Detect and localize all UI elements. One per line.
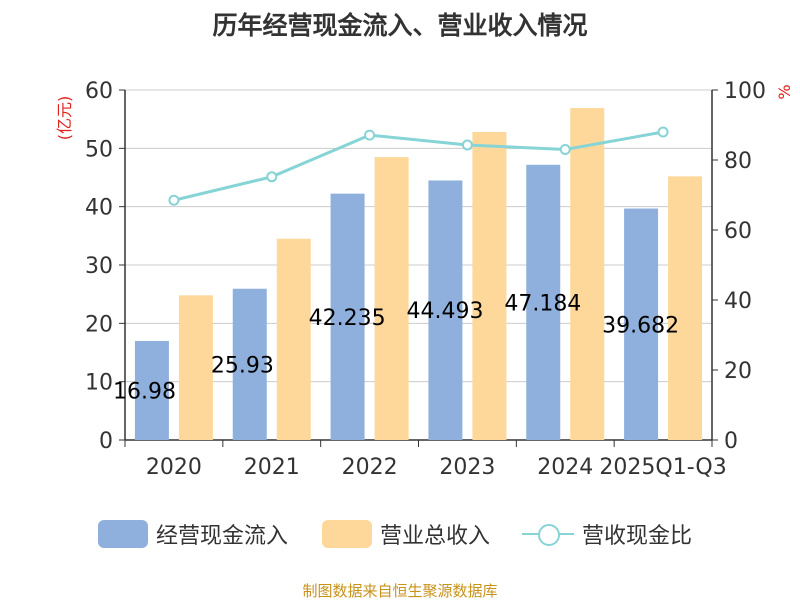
chart-title: 历年经营现金流入、营业收入情况 [212, 11, 588, 40]
legend-item-ratio[interactable]: 营收现金比 [522, 514, 692, 554]
y-left-tick-label: 0 [99, 429, 113, 454]
x-tick-label: 2020 [146, 455, 202, 480]
point-ratio [266, 171, 278, 183]
data-label-cash-inflow: 39.682 [602, 313, 679, 338]
y-right-tick-label: 80 [724, 149, 752, 174]
y-left-tick-label: 20 [85, 312, 113, 337]
x-tick-label: 2024 [537, 455, 593, 480]
y-left-tick-label: 10 [85, 371, 113, 396]
point-ratio [559, 144, 571, 155]
data-label-cash-inflow: 25.93 [211, 353, 274, 378]
y-right-tick-label: 40 [724, 289, 752, 314]
bar-revenue [570, 108, 605, 440]
bar-cash-inflow [232, 288, 267, 440]
x-tick-label: 2022 [342, 455, 398, 480]
data-label-cash-inflow: 42.235 [309, 306, 386, 331]
y-right-tick-label: 20 [724, 359, 752, 384]
y-left-tick-label: 60 [85, 79, 113, 104]
bar-cash-inflow [526, 164, 561, 441]
bar-revenue [276, 238, 311, 440]
line-ratio [173, 130, 664, 202]
y-right-axis-label: % [775, 84, 794, 99]
data-source-note: 制图数据来自恒生聚源数据库 [302, 582, 498, 600]
data-label-cash-inflow: 47.184 [504, 291, 581, 316]
legend-swatch-cash-inflow [98, 520, 148, 548]
bar-cash-inflow [134, 340, 169, 440]
bar-cash-inflow [428, 180, 463, 440]
legend-swatch-revenue [322, 520, 372, 548]
point-ratio [168, 194, 180, 206]
y-right-tick-label: 60 [724, 219, 752, 244]
x-tick-label: 2021 [244, 455, 300, 480]
point-ratio [364, 129, 376, 141]
y-left-axis-label: (亿元) [55, 96, 74, 141]
x-tick-label: 2025Q1-Q3 [599, 455, 726, 480]
legend-label-ratio: 营收现金比 [582, 524, 693, 549]
point-ratio [657, 126, 669, 138]
legend-swatch-ratio [522, 520, 574, 548]
bar-cash-inflow [330, 193, 365, 440]
x-tick-label: 2023 [439, 455, 495, 480]
point-ratio [461, 139, 473, 151]
legend-label-revenue: 营业总收入 [380, 524, 491, 549]
bar-cash-inflow [624, 208, 659, 440]
y-right-tick-label: 0 [724, 429, 738, 454]
y-right-tick-label: 100 [724, 79, 766, 104]
legend-item-revenue[interactable]: 营业总收入 [322, 514, 490, 554]
legend-label-cash-inflow: 经营现金流入 [156, 524, 289, 549]
data-label-cash-inflow: 44.493 [407, 299, 484, 324]
bar-revenue [178, 295, 213, 440]
y-left-tick-label: 30 [85, 254, 113, 279]
legend: 经营现金流入 营业总收入 营收现金比 [0, 514, 800, 554]
bar-revenue [472, 132, 507, 440]
bar-revenue [374, 157, 409, 441]
y-left-tick-label: 50 [85, 137, 113, 162]
legend-item-cash-inflow[interactable]: 经营现金流入 [98, 514, 288, 554]
y-left-tick-label: 40 [85, 196, 113, 221]
bar-revenue [668, 176, 703, 441]
data-label-cash-inflow: 16.98 [113, 379, 176, 404]
